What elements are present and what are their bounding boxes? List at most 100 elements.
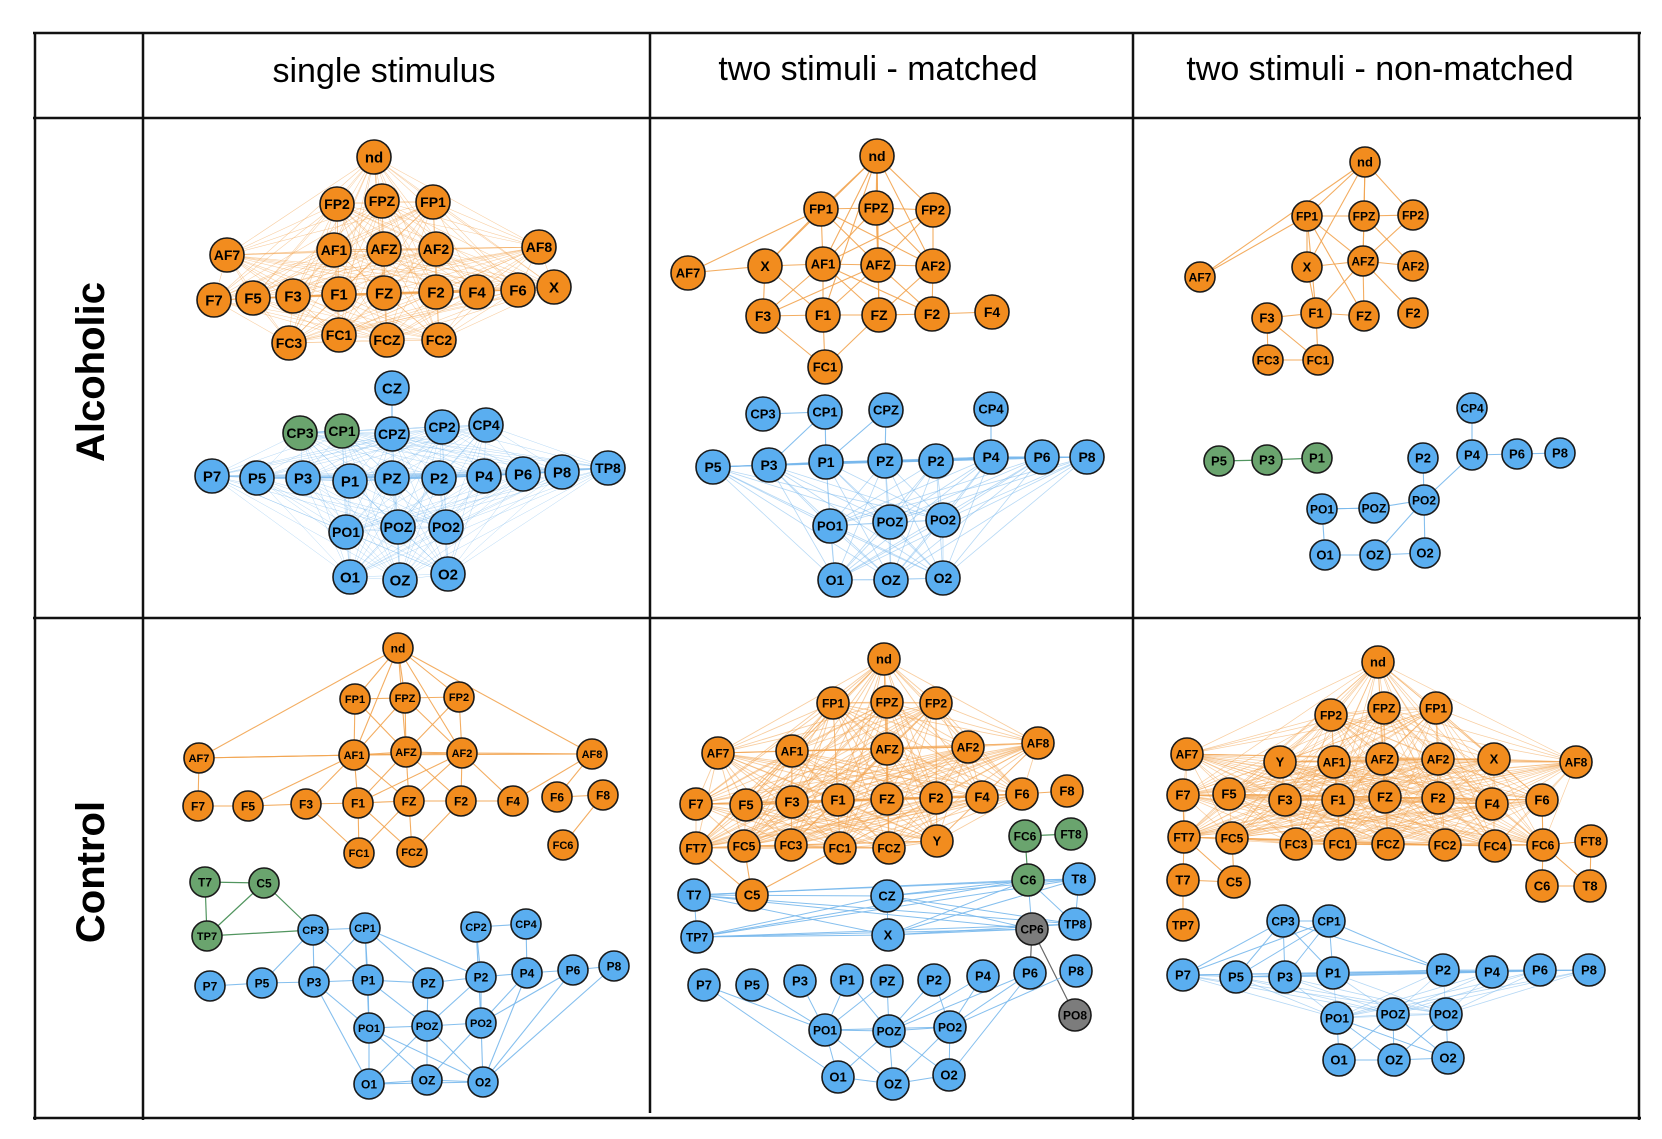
node-label-c5: C5 bbox=[1226, 875, 1243, 890]
node-label-cp1: CP1 bbox=[812, 405, 837, 420]
node-p5 bbox=[239, 460, 275, 496]
node-label-f6: F6 bbox=[1014, 787, 1029, 802]
edge-nd-af2 bbox=[876, 155, 934, 267]
node-label-f2: F2 bbox=[427, 284, 445, 301]
node-label-cp4: CP4 bbox=[1460, 401, 1484, 415]
node-label-pz: PZ bbox=[879, 974, 896, 989]
node-label-af2: AF2 bbox=[921, 259, 946, 274]
edge-f6-fcz bbox=[1387, 799, 1543, 845]
edge-fpz-x bbox=[1383, 707, 1495, 760]
node-fpz bbox=[1348, 200, 1380, 232]
node-label-p2: P2 bbox=[474, 970, 489, 984]
node-f4 bbox=[965, 780, 999, 814]
node-p4 bbox=[466, 458, 502, 494]
edge-p2-po1 bbox=[829, 460, 937, 527]
node-label-p3: P3 bbox=[294, 470, 312, 487]
edge-p7-o1 bbox=[703, 984, 839, 1078]
node-f4 bbox=[497, 785, 529, 817]
node-label-cp4: CP4 bbox=[978, 402, 1004, 417]
edge-p6-po2 bbox=[1445, 969, 1541, 1015]
edge-cz-t8 bbox=[886, 878, 1080, 897]
node-label-t8: T8 bbox=[1582, 879, 1597, 894]
node-label-af7: AF7 bbox=[1176, 747, 1199, 761]
node-label-cpz: CPZ bbox=[378, 426, 406, 442]
node-af8 bbox=[576, 738, 608, 770]
node-label-p6: P6 bbox=[566, 963, 581, 977]
node-label-af8: AF8 bbox=[582, 749, 603, 761]
node-label-afz: AFZ bbox=[1351, 254, 1374, 268]
node-label-o2: O2 bbox=[475, 1075, 491, 1089]
node-ft7 bbox=[679, 831, 713, 865]
node-label-fz: FZ bbox=[1377, 790, 1393, 805]
node-fz bbox=[1368, 780, 1402, 814]
edge-fz-fc6 bbox=[1384, 796, 1544, 846]
node-label-p1: P1 bbox=[341, 473, 359, 490]
edge-cp2-tp8 bbox=[441, 426, 609, 469]
node-label-poz: POZ bbox=[384, 519, 413, 535]
panel-control-single: nd FP1 FPZ FP2 AF7 AF1 AFZ AF2 AF8 F7 F5 F3 F1 FZ F2 F4… bbox=[182, 632, 630, 1100]
edge-f7-fc1 bbox=[1182, 794, 1341, 845]
node-label-po1: PO1 bbox=[817, 519, 843, 534]
node-po2 bbox=[465, 1007, 497, 1039]
node-af1 bbox=[1317, 745, 1351, 779]
node-c6 bbox=[1011, 863, 1045, 897]
node-tp8 bbox=[590, 450, 626, 486]
node-label-x: X bbox=[549, 279, 559, 296]
node-af1 bbox=[316, 232, 352, 268]
node-label-po8: PO8 bbox=[1063, 1008, 1087, 1022]
node-label-fp1: FP1 bbox=[822, 696, 844, 710]
node-label-t7: T7 bbox=[1175, 873, 1190, 888]
node-label-f4: F4 bbox=[1484, 797, 1500, 812]
node-label-p6: P6 bbox=[514, 466, 532, 483]
edge-pz-o1 bbox=[834, 460, 886, 581]
edge-fp1-fc1 bbox=[338, 201, 434, 336]
edge-af7-af1 bbox=[1186, 753, 1335, 763]
edge-p3-o1 bbox=[768, 464, 836, 581]
node-label-poz: POZ bbox=[877, 1024, 902, 1038]
node-label-f3: F3 bbox=[299, 797, 313, 811]
node-label-o2: O2 bbox=[1439, 1051, 1456, 1066]
node-fpz bbox=[858, 190, 894, 226]
edge-fp1-fc6 bbox=[1435, 707, 1544, 846]
edge-af2-fc3 bbox=[288, 248, 437, 344]
edge-af1-f7 bbox=[213, 249, 335, 301]
node-label-ft7: FT7 bbox=[685, 841, 707, 855]
edge-tp7-c6 bbox=[696, 879, 1029, 938]
edge-cp2-o1 bbox=[349, 426, 443, 578]
node-label-f2: F2 bbox=[928, 791, 943, 806]
node-label-oz: OZ bbox=[1385, 1053, 1403, 1068]
edge-f3-ft7 bbox=[695, 801, 793, 849]
node-label-fc3: FC3 bbox=[276, 335, 303, 351]
node-p8 bbox=[1059, 954, 1093, 988]
node-p3 bbox=[298, 966, 330, 998]
node-label-o1: O1 bbox=[826, 572, 845, 588]
edge-afz-f5 bbox=[745, 748, 888, 806]
node-p4 bbox=[1456, 439, 1488, 471]
node-label-fpz: FPZ bbox=[1373, 701, 1396, 715]
node-afz bbox=[860, 247, 896, 283]
node-pz bbox=[867, 443, 903, 479]
edge-x-t8 bbox=[887, 878, 1080, 936]
node-oz bbox=[1377, 1043, 1411, 1077]
node-p4 bbox=[1475, 955, 1509, 989]
node-label-ft7: FT7 bbox=[1173, 830, 1195, 844]
edge-p8-poz bbox=[1392, 969, 1590, 1015]
node-f5 bbox=[235, 280, 271, 316]
edge-af2-f1 bbox=[357, 752, 463, 804]
edge-p4-o2 bbox=[942, 456, 992, 579]
edge-cp2-oz bbox=[399, 426, 443, 581]
node-label-p5: P5 bbox=[255, 976, 270, 990]
edge-f2-fc3 bbox=[288, 291, 437, 344]
node-f3 bbox=[290, 788, 322, 820]
edge-p3-poz bbox=[302, 477, 399, 528]
node-label-fc2: FC2 bbox=[426, 332, 453, 348]
node-p6 bbox=[505, 456, 541, 492]
node-f8 bbox=[587, 779, 619, 811]
edge-tp7-cz bbox=[696, 895, 888, 938]
edge-afz-f3 bbox=[791, 748, 888, 803]
node-fc1 bbox=[343, 837, 375, 869]
node-p6 bbox=[1523, 953, 1557, 987]
node-label-af2: AF2 bbox=[1402, 259, 1425, 273]
node-fp2 bbox=[319, 186, 355, 222]
node-af8 bbox=[1021, 726, 1055, 760]
